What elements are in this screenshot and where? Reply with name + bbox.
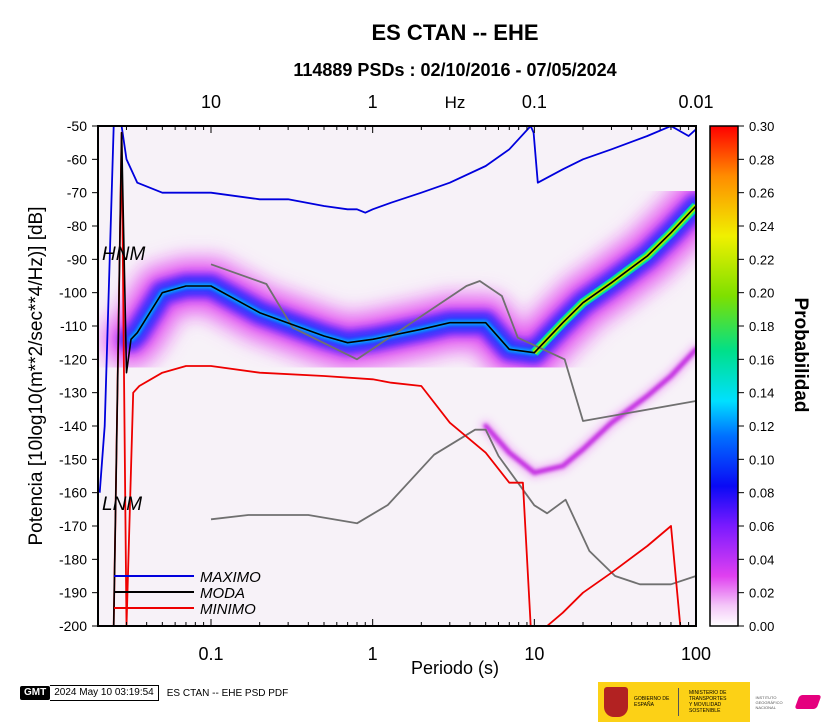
x-tick-label: 100 [681, 644, 711, 664]
microseism-band [483, 346, 696, 476]
plot-frame [97, 125, 697, 627]
colorbar-tick-label: 0.14 [749, 386, 774, 401]
x-tick-label: 1 [368, 644, 378, 664]
minimo-curve [99, 131, 696, 626]
y-tick-label: -90 [67, 251, 87, 267]
ign-logo: INSTITUTO GEOGRÁFICO NACIONAL [750, 682, 824, 722]
top-tick-label: 10 [201, 92, 221, 112]
y-tick-label: -160 [59, 485, 87, 501]
lnm-label: LNM [102, 494, 142, 515]
colorbar-tick-label: 0.00 [749, 619, 774, 634]
gmt-logo: GMT [20, 686, 51, 700]
institution-logos: GOBIERNO DE ESPAÑA MINISTERIO DE TRANSPO… [598, 682, 824, 722]
chart-title: ES CTAN -- EHE [371, 20, 538, 45]
colorbar-tick-label: 0.26 [749, 186, 774, 201]
colorbar [709, 125, 739, 627]
colorbar-tick-label: 0.22 [749, 252, 774, 267]
x-tick-label: 0.1 [198, 644, 223, 664]
top-tick-label: 0.1 [522, 92, 547, 112]
colorbar-tick-label: 0.12 [749, 419, 774, 434]
hnm-label: HNM [102, 244, 145, 265]
gobierno-text: GOBIERNO DE ESPAÑA [634, 696, 670, 708]
colorbar-tick-label: 0.02 [749, 586, 774, 601]
colorbar-tick-label: 0.30 [749, 119, 774, 134]
y-tick-label: -200 [59, 618, 87, 634]
colorbar-tick-label: 0.20 [749, 286, 774, 301]
y-tick-label: -100 [59, 285, 87, 301]
coat-of-arms-icon [604, 687, 628, 717]
legend-label-maximo: MAXIMO [200, 569, 261, 586]
colorbar-tick-label: 0.04 [749, 552, 774, 567]
top-tick-label: 1 [368, 92, 378, 112]
y-tick-label: -60 [67, 151, 87, 167]
colorbar-tick-label: 0.18 [749, 319, 774, 334]
footer-timestamp: GMT 2024 May 10 03:19:54 ES CTAN -- EHE … [20, 685, 288, 701]
y-tick-label: -180 [59, 551, 87, 567]
colorbar-tick-label: 0.16 [749, 352, 774, 367]
colorbar-tick-label: 0.06 [749, 519, 774, 534]
colorbar-tick-label: 0.24 [749, 219, 774, 234]
y-axis-label: Potencia [10log10(m**2/sec**4/Hz)] [dB] [26, 206, 47, 545]
y-tick-label: -140 [59, 418, 87, 434]
plot-background [98, 126, 696, 626]
top-axis-unit-label: Hz [445, 93, 466, 112]
top-tick-label: 0.01 [678, 92, 713, 112]
y-tick-label: -50 [67, 118, 87, 134]
maximo-curve [98, 126, 696, 493]
run-label: ES CTAN -- EHE PSD PDF [166, 687, 289, 699]
nhnm-curve [210, 263, 696, 422]
colorbar-tick-label: 0.28 [749, 152, 774, 167]
moda-curve [99, 131, 696, 626]
y-tick-label: -120 [59, 351, 87, 367]
colorbar-tick-label: 0.10 [749, 452, 774, 467]
legend-label-minimo: MINIMO [200, 601, 256, 618]
x-tick-label: 10 [524, 644, 544, 664]
legend-label-moda: MODA [200, 585, 245, 602]
ign-mark-icon [793, 695, 822, 709]
y-tick-label: -150 [59, 451, 87, 467]
nlnm-curve [210, 428, 696, 586]
y-tick-label: -170 [59, 518, 87, 534]
colorbar-label: Probabilidad [790, 297, 811, 412]
ministerio-text: MINISTERIO DE TRANSPORTES Y MOVILIDAD SO… [689, 690, 727, 714]
x-axis-label: Periodo (s) [411, 658, 499, 678]
y-tick-label: -190 [59, 585, 87, 601]
chart-subtitle: 114889 PSDs : 02/10/2016 - 07/05/2024 [293, 60, 616, 80]
colorbar-tick-label: 0.08 [749, 486, 774, 501]
instituto-text: INSTITUTO GEOGRÁFICO NACIONAL [755, 694, 783, 710]
government-logo: GOBIERNO DE ESPAÑA MINISTERIO DE TRANSPO… [598, 682, 750, 722]
y-tick-label: -70 [67, 185, 87, 201]
timestamp: 2024 May 10 03:19:54 [50, 685, 159, 701]
y-tick-label: -110 [60, 318, 87, 334]
y-tick-label: -130 [59, 385, 87, 401]
y-tick-label: -80 [67, 218, 87, 234]
